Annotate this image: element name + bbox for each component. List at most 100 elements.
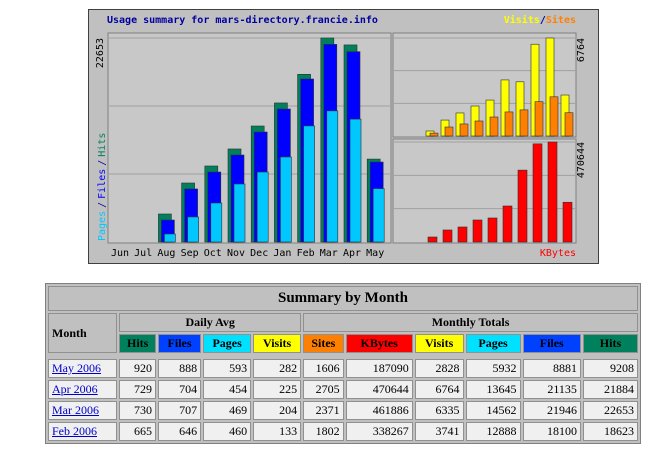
- month-link[interactable]: Mar 2006: [52, 403, 99, 417]
- value-cell: 18100: [522, 422, 581, 441]
- panel: [392, 138, 577, 244]
- value-cell: 22653: [582, 401, 638, 420]
- legend-separator: /: [540, 15, 546, 26]
- bar: [474, 120, 484, 137]
- value-cell: 6764: [414, 380, 464, 399]
- column-header: Visits: [414, 334, 464, 353]
- month-link[interactable]: Feb 2006: [52, 424, 97, 438]
- value-cell: 1802: [303, 422, 344, 441]
- bar: [233, 183, 246, 243]
- x-tick-label: Feb: [297, 248, 315, 259]
- graph-title: Usage summary for mars-directory.francie…: [107, 14, 378, 26]
- bar: [489, 116, 499, 137]
- bar: [187, 216, 199, 243]
- value-cell: 920: [119, 359, 157, 378]
- value-cell: 14562: [465, 401, 521, 420]
- x-tick-label: Dec: [250, 248, 268, 259]
- group-row: Month Daily Avg Monthly Totals: [48, 313, 638, 353]
- column-header: Visits: [253, 334, 302, 353]
- legend-separator: /: [97, 202, 108, 208]
- legend: KBytes: [540, 248, 576, 259]
- bar: [457, 226, 468, 243]
- value-cell: 646: [158, 422, 202, 441]
- bar: [280, 156, 292, 243]
- value-cell: 6335: [414, 401, 464, 420]
- value-cell: 18623: [582, 422, 638, 441]
- column-header: Sites: [303, 334, 344, 353]
- value-cell: 460: [203, 422, 252, 441]
- x-tick-label: Mar: [320, 248, 338, 259]
- separator: [48, 355, 638, 357]
- group-header: Monthly Totals: [303, 313, 638, 332]
- bar: [519, 109, 529, 137]
- bar: [502, 205, 513, 243]
- month-header: Month: [48, 313, 118, 353]
- bar: [349, 118, 362, 243]
- bar: [459, 123, 469, 137]
- value-cell: 593: [203, 359, 252, 378]
- value-cell: 469: [203, 401, 252, 420]
- panel: [392, 32, 577, 138]
- bar: [210, 202, 223, 243]
- bar: [487, 217, 498, 243]
- x-tick-label: May: [366, 248, 384, 259]
- column-header: Hits: [582, 334, 638, 353]
- bar: [372, 188, 385, 243]
- x-tick-label: Oct: [204, 248, 222, 259]
- bar: [517, 169, 528, 243]
- month-cell: Mar 2006: [48, 401, 118, 420]
- separator-row: [48, 355, 638, 357]
- value-cell: 225: [253, 380, 302, 399]
- column-header: Files: [522, 334, 581, 353]
- legend-entry: Sites: [546, 14, 576, 26]
- data-row: May 2006 920 888 593 282 1606 187090 2828 5932 88…: [48, 359, 638, 378]
- value-cell: 187090: [345, 359, 413, 378]
- data-row: Feb 2006 665 646 460 133 1802 338267 3741 12888 1…: [48, 422, 638, 441]
- month-cell: Apr 2006: [48, 380, 118, 399]
- legend-separator: /: [97, 160, 108, 166]
- value-cell: 2705: [303, 380, 344, 399]
- column-header: Pages: [465, 334, 521, 353]
- bar: [472, 219, 483, 243]
- value-cell: 8881: [522, 359, 581, 378]
- value-cell: 2828: [414, 359, 464, 378]
- value-cell: 338267: [345, 422, 413, 441]
- x-tick-label: Sep: [181, 248, 199, 259]
- x-tick-label: Jul: [134, 248, 152, 259]
- column-header: KBytes: [345, 334, 413, 353]
- data-row: Apr 2006 729 704 454 225 2705 470644 6764 13645 2…: [48, 380, 638, 399]
- bar: [164, 233, 176, 243]
- value-cell: 133: [253, 422, 302, 441]
- x-tick-label: Apr: [343, 248, 361, 259]
- bar: [564, 112, 574, 137]
- x-tick-label: Nov: [227, 248, 245, 259]
- bar: [442, 229, 453, 243]
- month-cell: Feb 2006: [48, 422, 118, 441]
- value-cell: 2371: [303, 401, 344, 420]
- value-cell: 730: [119, 401, 157, 420]
- value-cell: 707: [158, 401, 202, 420]
- y-tick-label: 22653: [95, 38, 106, 68]
- month-link[interactable]: Apr 2006: [52, 382, 98, 396]
- value-cell: 888: [158, 359, 202, 378]
- bar: [444, 126, 454, 137]
- usage-graph: Usage summary for mars-directory.francie…: [88, 9, 599, 264]
- legend-entry: Hits: [97, 133, 108, 157]
- value-cell: 21884: [582, 380, 638, 399]
- bar: [427, 236, 438, 243]
- y-tick-label: 470644: [576, 142, 587, 178]
- x-tick-label: Jun: [111, 248, 129, 259]
- month-link[interactable]: May 2006: [52, 361, 101, 375]
- legend-entry: Visits: [504, 14, 540, 26]
- bar: [303, 125, 315, 243]
- summary-table: Summary by Month Month Daily Avg Monthly To…: [45, 283, 641, 444]
- x-tick-label: Aug: [157, 248, 175, 259]
- y-tick-label: 6764: [576, 38, 587, 62]
- value-cell: 282: [253, 359, 302, 378]
- bar: [547, 141, 558, 243]
- data-row: Mar 2006 730 707 469 204 2371 461886 6335 14562 2…: [48, 401, 638, 420]
- value-cell: 12888: [465, 422, 521, 441]
- bar: [429, 132, 439, 137]
- title-row: Summary by Month: [48, 286, 638, 311]
